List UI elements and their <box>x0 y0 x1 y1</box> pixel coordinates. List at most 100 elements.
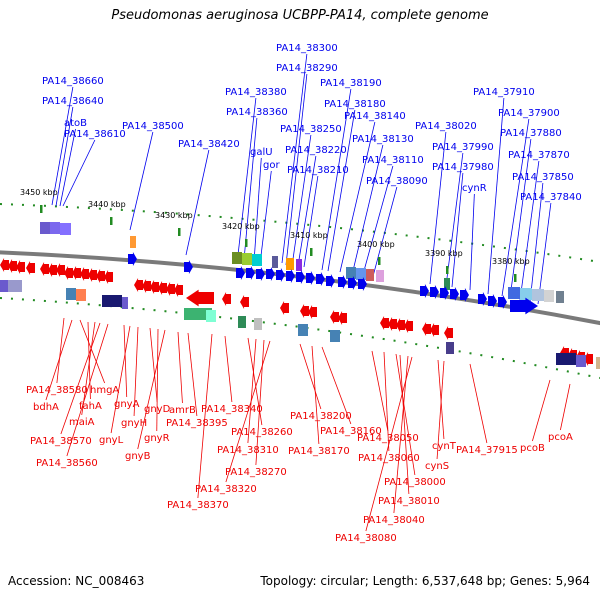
gene-label-pa14-38270: PA14_38270 <box>225 467 287 478</box>
gene-label-pa14-38290: PA14_38290 <box>276 63 338 74</box>
gene-label-amrb: amrB <box>169 405 196 416</box>
gene-label-pa14-38420: PA14_38420 <box>178 139 240 150</box>
homology-box <box>576 355 586 367</box>
gene-label-pa14-38040: PA14_38040 <box>363 515 425 526</box>
reverse-gene-arrow <box>88 268 97 282</box>
homology-box <box>596 357 600 369</box>
scale-tick <box>110 217 113 225</box>
reverse-gene-arrow <box>166 282 175 296</box>
gene-label-gnyh: gnyH <box>121 418 147 429</box>
reverse-gene-arrow <box>186 289 214 307</box>
gene-label-pa14-38360: PA14_38360 <box>226 107 288 118</box>
gene-label-pa14-38080: PA14_38080 <box>335 533 397 544</box>
forward-gene-arrow <box>236 266 245 280</box>
scale-tick <box>514 274 517 282</box>
gene-label-cyns: cynS <box>425 461 449 472</box>
homology-box <box>184 308 212 320</box>
homology-box <box>508 287 520 299</box>
reverse-gene-arrow <box>26 261 35 275</box>
leader-line <box>60 322 101 435</box>
leader-line <box>537 202 552 305</box>
leader-line <box>532 379 551 442</box>
forward-gene-arrow <box>460 288 469 302</box>
leader-line <box>59 128 76 207</box>
gene-label-pa14-38160: PA14_38160 <box>320 426 382 437</box>
forward-gene-arrow <box>450 287 459 301</box>
reverse-gene-arrow <box>8 259 17 273</box>
gene-label-pa14-38090: PA14_38090 <box>366 176 428 187</box>
gene-labels: PA14_38660PA14_38640atoBPA14_38610PA14_3… <box>26 43 582 544</box>
gene-label-pa14-38140: PA14_38140 <box>344 111 406 122</box>
reverse-gene-arrow <box>48 263 57 277</box>
scale-label-3420-kbp: 3420 kbp <box>222 222 260 231</box>
forward-gene-arrow <box>510 297 538 315</box>
homology-box <box>76 289 86 301</box>
reverse-gene-arrow <box>338 311 347 325</box>
leader-line <box>149 327 158 403</box>
leader-line <box>509 138 532 299</box>
gene-label-pa14-38020: PA14_38020 <box>415 121 477 132</box>
gene-label-pa14-38500: PA14_38500 <box>122 121 184 132</box>
gene-label-pa14-38570: PA14_38570 <box>30 436 92 447</box>
forward-gene-arrow <box>326 274 335 288</box>
forward-gene-arrow <box>286 269 295 283</box>
forward-gene-arrow <box>498 295 507 309</box>
forward-gene-arrow <box>184 260 193 274</box>
leader-line <box>255 339 265 466</box>
gene-label-gnyb: gnyB <box>125 451 151 462</box>
leader-line <box>560 383 571 431</box>
leader-line <box>129 131 154 231</box>
gene-label-pa14-38610: PA14_38610 <box>64 129 126 140</box>
leader-line <box>66 323 109 457</box>
forward-gene-arrow <box>430 285 439 299</box>
leader-line <box>451 172 464 288</box>
reverse-gene-arrow <box>0 258 9 272</box>
gene-label-pcoa: pcoA <box>548 432 573 443</box>
homology-box <box>40 222 50 234</box>
leader-line <box>469 193 475 291</box>
topology-text: Topology: circular; Length: 6,537,648 bp… <box>260 574 590 588</box>
reverse-gene-arrow <box>280 301 289 315</box>
scale-label-3410-kbp: 3410 kbp <box>290 231 328 240</box>
scale-label-3450-kbp: 3450 kbp <box>20 188 58 197</box>
reverse-gene-arrow <box>422 322 431 336</box>
gene-label-pcob: pcoB <box>520 443 545 454</box>
homology-box <box>102 295 122 307</box>
homology-box <box>252 254 262 266</box>
label-leader-lines <box>45 53 571 532</box>
reverse-gene-arrow <box>240 295 249 309</box>
leader-line <box>303 175 319 268</box>
gene-label-pa14-37915: PA14_37915 <box>456 445 518 456</box>
scale-tick <box>310 248 313 256</box>
forward-gene-arrow <box>478 292 487 306</box>
homology-box <box>60 223 71 235</box>
map-title: Pseudomonas aeruginosa UCBPP-PA14, compl… <box>111 8 489 23</box>
leader-line <box>281 53 308 264</box>
reverse-gene-arrow <box>404 319 413 333</box>
leader-line <box>371 186 398 281</box>
leader-line <box>137 329 166 450</box>
gene-label-cynr: cynR <box>462 183 487 194</box>
gene-label-gnyl: gnyL <box>99 435 124 446</box>
leader-line <box>519 160 540 301</box>
gene-label-bdha: bdhA <box>33 402 59 413</box>
leader-line <box>225 340 271 483</box>
leader-line <box>436 360 445 460</box>
leader-line <box>253 157 262 263</box>
scale-tick <box>446 266 449 274</box>
forward-gene-arrow <box>420 284 429 298</box>
gene-label-pa14-38580: PA14_38580 <box>26 385 88 396</box>
leader-line <box>79 319 106 384</box>
scale-label-3400-kbp: 3400 kbp <box>357 240 395 249</box>
leader-line <box>487 97 505 295</box>
reverse-gene-arrow <box>584 352 593 366</box>
reverse-gene-arrow <box>64 266 73 280</box>
gene-label-pa14-38000: PA14_38000 <box>384 477 446 488</box>
leader-line <box>297 155 317 267</box>
gene-label-pa14-37980: PA14_37980 <box>432 162 494 173</box>
scale-tick <box>245 239 248 247</box>
leader-line <box>123 324 128 398</box>
leader-line <box>237 97 257 256</box>
forward-gene-arrow <box>338 275 347 289</box>
gene-label-pa14-37910: PA14_37910 <box>473 87 535 98</box>
